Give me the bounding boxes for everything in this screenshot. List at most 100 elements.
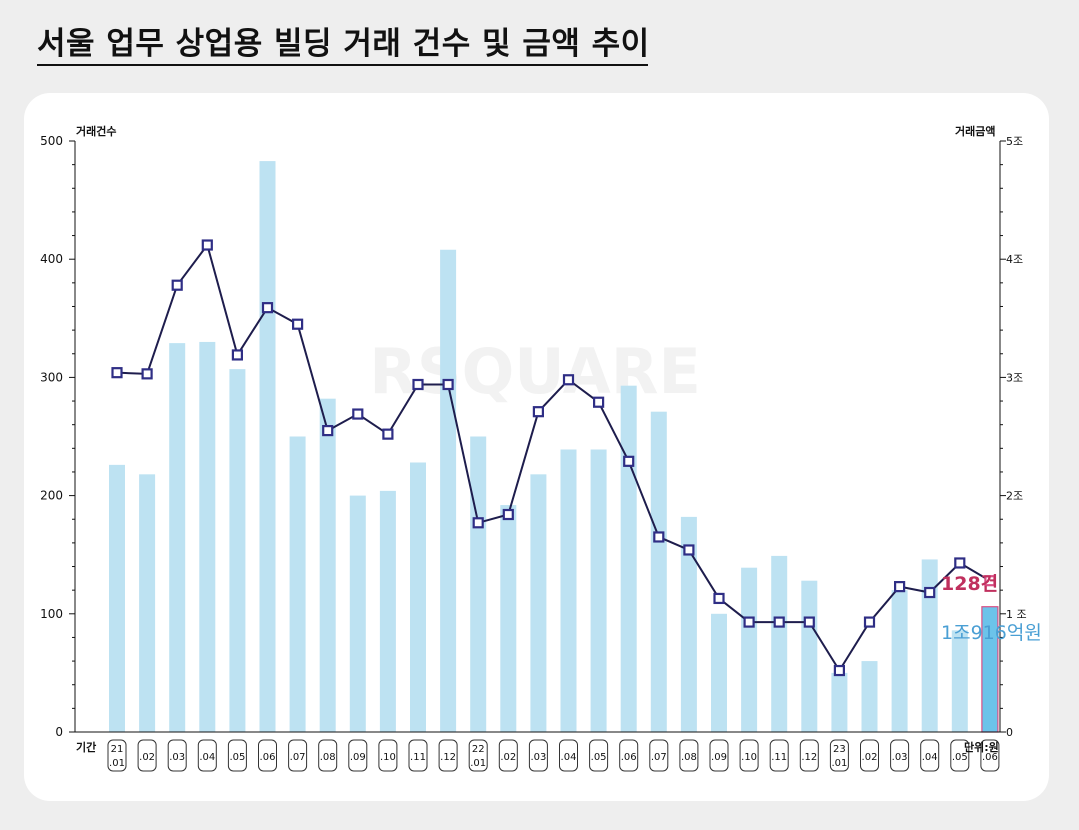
left-axis-title: 거래건수 <box>76 124 116 138</box>
x-category-label: .03 <box>528 739 548 772</box>
bar-amount <box>801 580 818 732</box>
x-label-month: .05 <box>591 752 607 763</box>
left-tick-label: 300 <box>40 370 63 384</box>
x-category-label: .05 <box>227 739 247 772</box>
x-label-month: .02 <box>862 752 878 763</box>
x-label-month: .03 <box>892 752 908 763</box>
line-marker <box>261 302 274 314</box>
x-category-label: .03 <box>167 739 187 772</box>
x-label-box <box>318 739 338 772</box>
x-label-year: 22 <box>472 744 485 755</box>
x-label-month: .02 <box>139 752 155 763</box>
bar-series-amount <box>109 161 999 733</box>
bar-amount <box>410 462 426 732</box>
line-marker <box>623 455 635 467</box>
x-label-month: .10 <box>741 752 757 763</box>
right-tick-label: 1 조 <box>1006 608 1027 621</box>
x-label-month: .07 <box>651 752 667 763</box>
right-tick-label: 3조 <box>1006 371 1023 384</box>
x-label-box <box>378 739 398 772</box>
title-underline <box>37 64 648 66</box>
x-label-box <box>468 739 488 772</box>
x-category-label: .08 <box>679 739 699 772</box>
line-count-path <box>116 242 991 673</box>
line-marker <box>562 374 575 386</box>
x-label-box <box>227 739 247 772</box>
right-tick-label: 0 <box>1006 726 1013 739</box>
bar-amount <box>139 474 156 732</box>
bar-amount <box>169 343 186 732</box>
x-label-box <box>769 739 789 772</box>
x-label-box <box>950 739 970 772</box>
x-label-month: .01 <box>470 758 486 769</box>
bar-amount <box>831 672 848 732</box>
x-category-label: .10 <box>739 739 759 772</box>
line-marker <box>352 408 364 420</box>
x-label-box <box>709 739 729 772</box>
x-label-month: .04 <box>199 752 215 763</box>
x-label-month: .09 <box>350 752 366 763</box>
x-label-box <box>167 739 187 772</box>
line-marker <box>773 616 785 628</box>
line-marker <box>502 508 514 521</box>
x-label-month: .01 <box>831 758 847 769</box>
bar-amount <box>379 490 396 732</box>
bar-amount <box>229 369 246 732</box>
x-label-month: .10 <box>380 752 396 763</box>
x-label-box <box>739 739 759 772</box>
x-label-box <box>288 739 308 772</box>
unit-label: 단위:원 <box>964 740 999 754</box>
x-label-month: .06 <box>982 752 998 763</box>
bar-amount <box>680 516 697 732</box>
bar-amount <box>711 613 727 732</box>
bar-amount <box>560 449 577 732</box>
line-marker <box>984 575 996 587</box>
x-label-month: .03 <box>169 752 185 763</box>
bar-amount <box>500 505 517 732</box>
x-label-box <box>348 739 368 772</box>
x-label-month: .06 <box>621 752 637 763</box>
bar-amount <box>590 449 607 732</box>
x-label-month: .01 <box>109 758 125 769</box>
bar-amount <box>861 661 878 732</box>
left-tick-label: 100 <box>40 607 63 621</box>
x-label-month: .09 <box>711 752 727 763</box>
line-marker <box>532 406 545 418</box>
x-label-box <box>408 739 428 772</box>
x-label-month: .08 <box>320 752 336 763</box>
line-marker <box>472 517 484 529</box>
x-label-box <box>137 739 157 772</box>
x-category-label: .07 <box>649 739 669 772</box>
x-category-label: .10 <box>378 739 398 772</box>
left-tick-label: 200 <box>40 489 63 503</box>
right-tick-label: 2조 <box>1006 490 1023 503</box>
x-label-box <box>799 739 819 772</box>
left-tick-label: 400 <box>40 252 63 266</box>
watermark-logo: RSQUARE <box>369 335 701 408</box>
x-label-box <box>107 739 127 772</box>
line-marker <box>743 616 755 628</box>
right-tick-label: 4조 <box>1006 253 1023 266</box>
x-category-label: .02 <box>498 739 518 772</box>
bar-amount <box>891 590 908 732</box>
x-label-box <box>619 739 639 772</box>
x-category-label: .02 <box>860 739 879 772</box>
bar-amount <box>349 495 366 732</box>
x-category-label: .09 <box>348 739 368 772</box>
line-marker <box>803 616 815 628</box>
x-label-month: .11 <box>771 752 787 763</box>
x-label-box <box>197 739 217 772</box>
line-marker <box>141 368 153 380</box>
x-label-box <box>649 739 669 772</box>
bar-amount <box>259 161 276 732</box>
bar-amount <box>319 398 336 732</box>
line-marker <box>322 424 334 437</box>
bar-amount <box>440 249 457 732</box>
x-label-month: .02 <box>500 752 516 763</box>
x-category-label: 23.01 <box>829 739 849 772</box>
x-label-month: .05 <box>952 752 968 763</box>
x-label-box <box>498 739 518 772</box>
line-marker <box>893 581 906 593</box>
x-category-label: .12 <box>799 739 819 772</box>
